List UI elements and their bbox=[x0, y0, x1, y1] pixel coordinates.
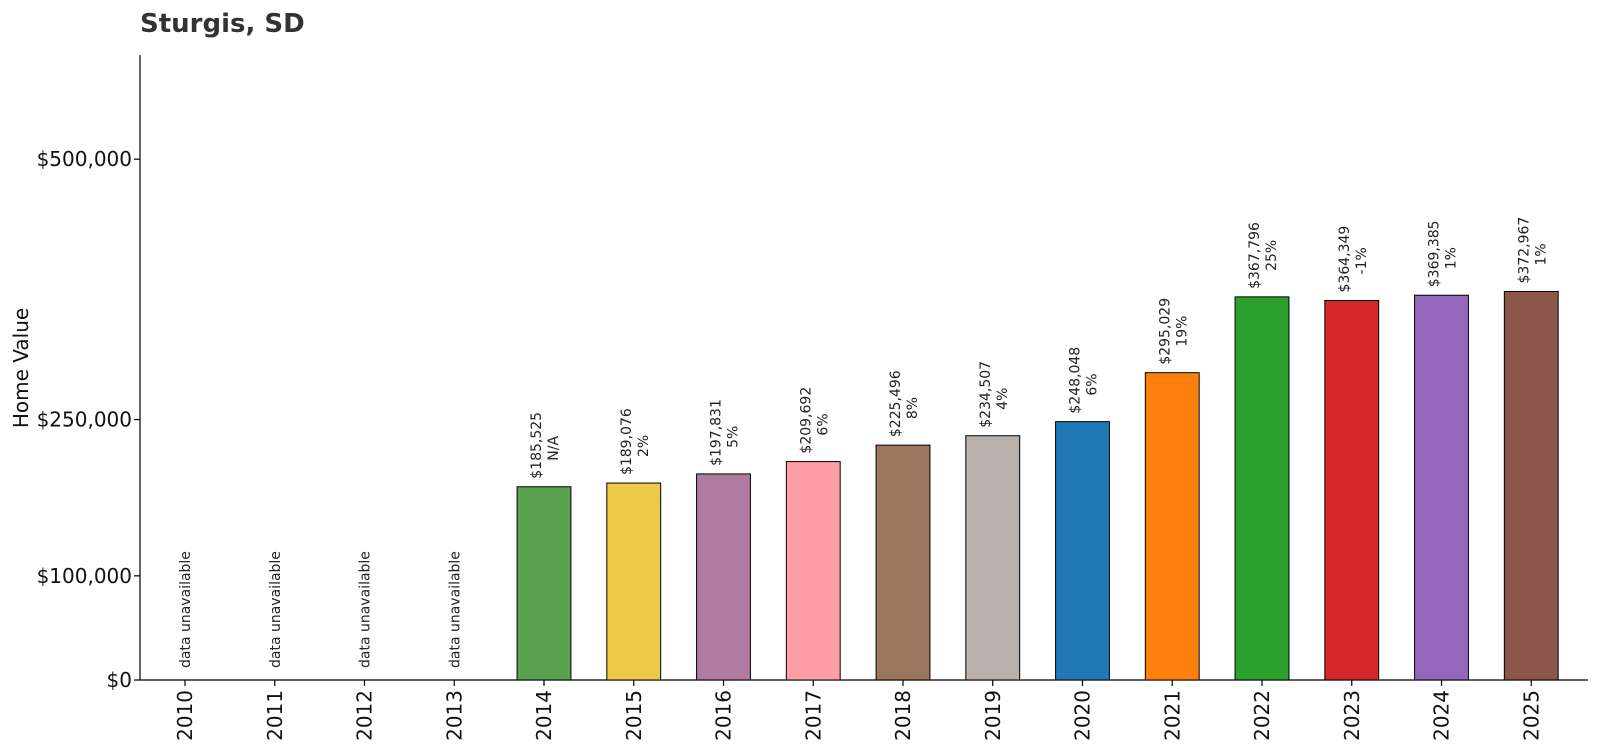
x-tick-label: 2021 bbox=[1160, 690, 1184, 741]
chart-title: Sturgis, SD bbox=[140, 9, 305, 39]
x-tick-label: 2011 bbox=[263, 690, 287, 741]
x-tick-label: 2013 bbox=[442, 690, 466, 741]
bar-change-label: 5% bbox=[726, 426, 742, 448]
bar-value-label: $185,525 bbox=[529, 412, 545, 479]
bar-change-label: 6% bbox=[815, 413, 831, 435]
x-tick-label: 2012 bbox=[353, 690, 377, 741]
y-axis-label: Home Value bbox=[9, 308, 33, 428]
bar bbox=[696, 473, 751, 681]
bar-change-label: -1% bbox=[1354, 247, 1370, 274]
bar-change-label: N/A bbox=[546, 436, 562, 461]
x-tick-label: 2023 bbox=[1340, 690, 1364, 741]
bar-value-label: data unavailable bbox=[268, 551, 284, 668]
bar-change-label: 1% bbox=[1444, 247, 1460, 269]
y-tick-label: $0 bbox=[107, 668, 132, 692]
bar-value-label: data unavailable bbox=[358, 551, 374, 668]
bar bbox=[875, 444, 931, 681]
plot-area: $0 $100,000 $250,000 $500,000 2010 data unava… bbox=[37, 55, 1588, 741]
x-tick-label: 2015 bbox=[622, 690, 646, 741]
bar-change-label: 2% bbox=[636, 435, 652, 457]
bar bbox=[516, 486, 572, 681]
bar bbox=[1234, 296, 1290, 681]
bar bbox=[965, 435, 1021, 681]
y-tick-label: $100,000 bbox=[37, 564, 132, 588]
x-tick-label: 2020 bbox=[1071, 690, 1095, 741]
bar-value-label: data unavailable bbox=[447, 551, 463, 668]
bar-value-label: $225,496 bbox=[888, 370, 904, 437]
bar bbox=[1503, 290, 1559, 681]
bar bbox=[1414, 294, 1469, 681]
bar-value-label: $295,029 bbox=[1157, 298, 1173, 365]
x-tick-label: 2022 bbox=[1250, 690, 1274, 741]
bar-value-label: $189,076 bbox=[619, 408, 635, 475]
bar-value-label: $248,048 bbox=[1068, 347, 1084, 414]
x-tick-label: 2017 bbox=[801, 690, 825, 741]
x-tick-label: 2018 bbox=[891, 690, 915, 741]
x-tick-label: 2010 bbox=[173, 690, 197, 741]
x-tick-label: 2024 bbox=[1430, 690, 1454, 741]
bar-change-label: 4% bbox=[995, 388, 1011, 410]
bar-value-label: $209,692 bbox=[798, 387, 814, 454]
bar-value-label: $367,796 bbox=[1247, 222, 1263, 289]
y-tick-label: $500,000 bbox=[37, 147, 132, 171]
bar-change-label: 19% bbox=[1174, 316, 1190, 347]
bar-value-label: $369,385 bbox=[1427, 220, 1443, 287]
bar bbox=[1144, 372, 1200, 681]
x-tick-label: 2014 bbox=[532, 690, 556, 741]
bar-value-label: $234,507 bbox=[978, 361, 994, 428]
bar-value-label: data unavailable bbox=[178, 551, 194, 668]
bar-value-label: $197,831 bbox=[709, 399, 725, 466]
bar bbox=[606, 482, 662, 681]
bar-value-label: $372,967 bbox=[1516, 217, 1532, 284]
x-tick-label: 2019 bbox=[981, 690, 1005, 741]
bar bbox=[785, 461, 841, 681]
bar-change-label: 25% bbox=[1264, 240, 1280, 271]
x-tick-label: 2016 bbox=[712, 690, 736, 741]
bar-change-label: 8% bbox=[905, 397, 921, 419]
bar-change-label: 1% bbox=[1533, 243, 1549, 265]
bar-value-label: $364,349 bbox=[1337, 226, 1353, 293]
bar bbox=[1055, 421, 1110, 681]
bar-change-label: 6% bbox=[1085, 373, 1101, 395]
y-tick-label: $250,000 bbox=[37, 408, 132, 432]
bar bbox=[1324, 299, 1380, 681]
x-tick-label: 2025 bbox=[1519, 690, 1543, 741]
